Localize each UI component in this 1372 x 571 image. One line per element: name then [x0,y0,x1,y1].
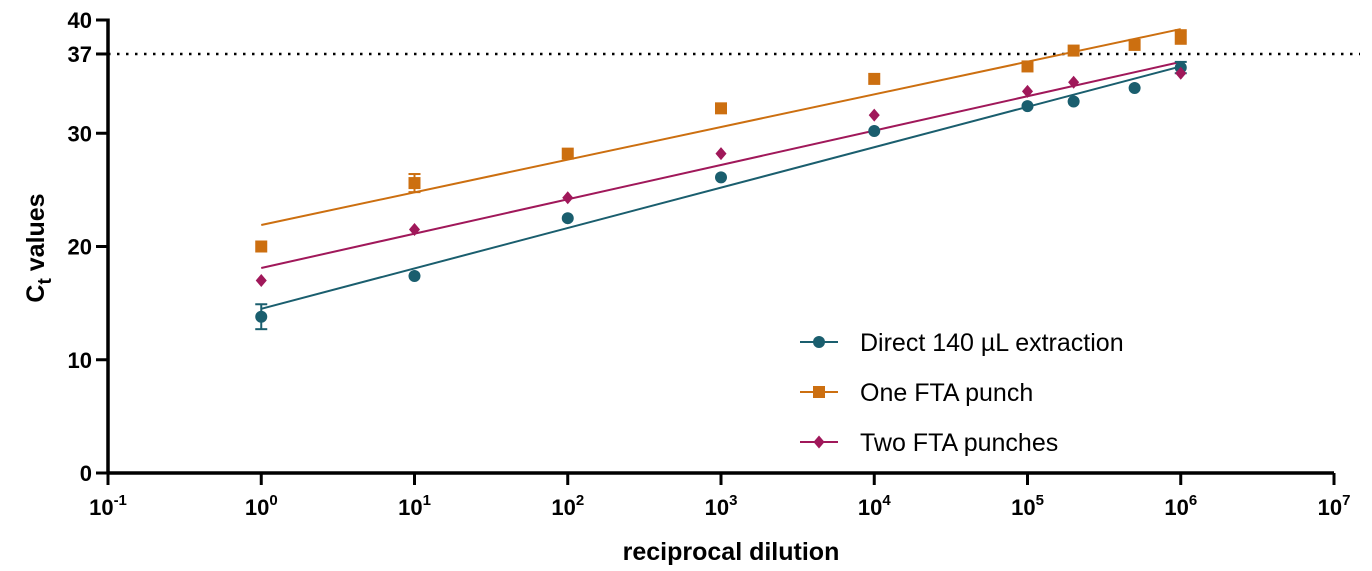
legend-label: Direct 140 µL extraction [860,329,1124,357]
data-point-square [1067,44,1080,57]
x-tick-label-exponent: 4 [882,492,891,509]
y-tick-label: 20 [68,235,92,260]
x-tick-label-base: 10 [89,495,113,520]
x-tick-label: 107 [1318,492,1351,520]
fit-line-3 [261,60,1181,269]
x-tick-label: 100 [245,492,278,520]
y-tick-label: 0 [80,461,92,486]
y-tick-label: 10 [68,348,92,373]
x-tick-label-base: 10 [551,495,575,520]
data-point-square [868,72,881,85]
data-point-square [715,102,727,115]
data-point-diamond [562,191,574,205]
x-tick-label-exponent: 0 [269,492,277,509]
data-point-circle [1067,95,1080,108]
axis-titles: reciprocal dilution Ct values [22,193,839,566]
y-tick-label: 40 [68,8,92,33]
legend: Direct 140 µL extraction One FTA punch Two… [800,329,1124,457]
y-axis-title: Ct values [22,193,56,302]
x-tick-label: 103 [705,492,738,520]
x-tick-label-base: 10 [245,495,269,520]
y-axis-title-rest: values [22,193,50,278]
x-tick-label-exponent: 5 [1036,492,1044,509]
x-tick-label-base: 10 [1011,495,1035,520]
data-point-square [561,147,574,160]
x-tick-label-exponent: 1 [423,492,431,509]
y-tick-label: 30 [68,121,92,146]
legend-marker-diamond [813,435,825,449]
x-tick-label-base: 10 [1164,495,1188,520]
x-tick-label-exponent: 6 [1189,492,1197,509]
y-tick-label: 37 [68,42,92,67]
data-point-square [1021,60,1034,73]
data-point-square [1128,38,1141,51]
legend-label: Two FTA punches [860,429,1058,457]
data-point-circle [408,269,421,282]
fit-lines [260,28,1182,310]
data-point-circle [715,171,727,184]
data-point-circle [255,310,268,323]
data-point-square [408,177,421,190]
data-point-square [1174,30,1187,43]
x-tick-label: 104 [858,492,891,520]
data-point-diamond [1068,75,1080,89]
x-tick-label: 105 [1011,492,1044,520]
legend-marker-square [813,386,825,398]
data-point-circle [1128,81,1141,94]
x-tick-label-base: 10 [858,495,882,520]
x-tick-label-exponent: 3 [729,492,737,509]
legend-marker-circle [813,336,825,348]
x-tick-label-exponent: -1 [114,492,127,509]
data-point-diamond [408,223,421,237]
legend-label: One FTA punch [860,379,1033,407]
x-tick-label-base: 10 [705,495,729,520]
data-point-diamond [715,147,727,161]
data-point-square [255,240,268,253]
data-point-circle [868,124,881,137]
x-tick-label-exponent: 2 [576,492,584,509]
x-axis-title: reciprocal dilution [623,538,840,566]
x-tick-label-base: 10 [398,495,422,520]
x-tick-label: 101 [398,492,431,520]
data-point-diamond [255,273,267,287]
x-tick-label-exponent: 7 [1342,492,1350,509]
data-markers [255,29,1187,331]
fit-line-2 [261,28,1181,226]
data-point-diamond [868,108,880,122]
data-point-circle [1021,100,1034,113]
y-axis-title-subscript: t [35,278,56,285]
data-point-diamond [1021,84,1034,98]
data-point-diamond [1175,66,1187,80]
y-axis-title-main: C [22,285,50,303]
x-tick-label: 106 [1164,492,1197,520]
x-tick-label: 10-1 [89,492,127,520]
x-tick-label: 102 [551,492,584,520]
x-tick-label-base: 10 [1318,495,1342,520]
data-point-circle [561,212,574,225]
